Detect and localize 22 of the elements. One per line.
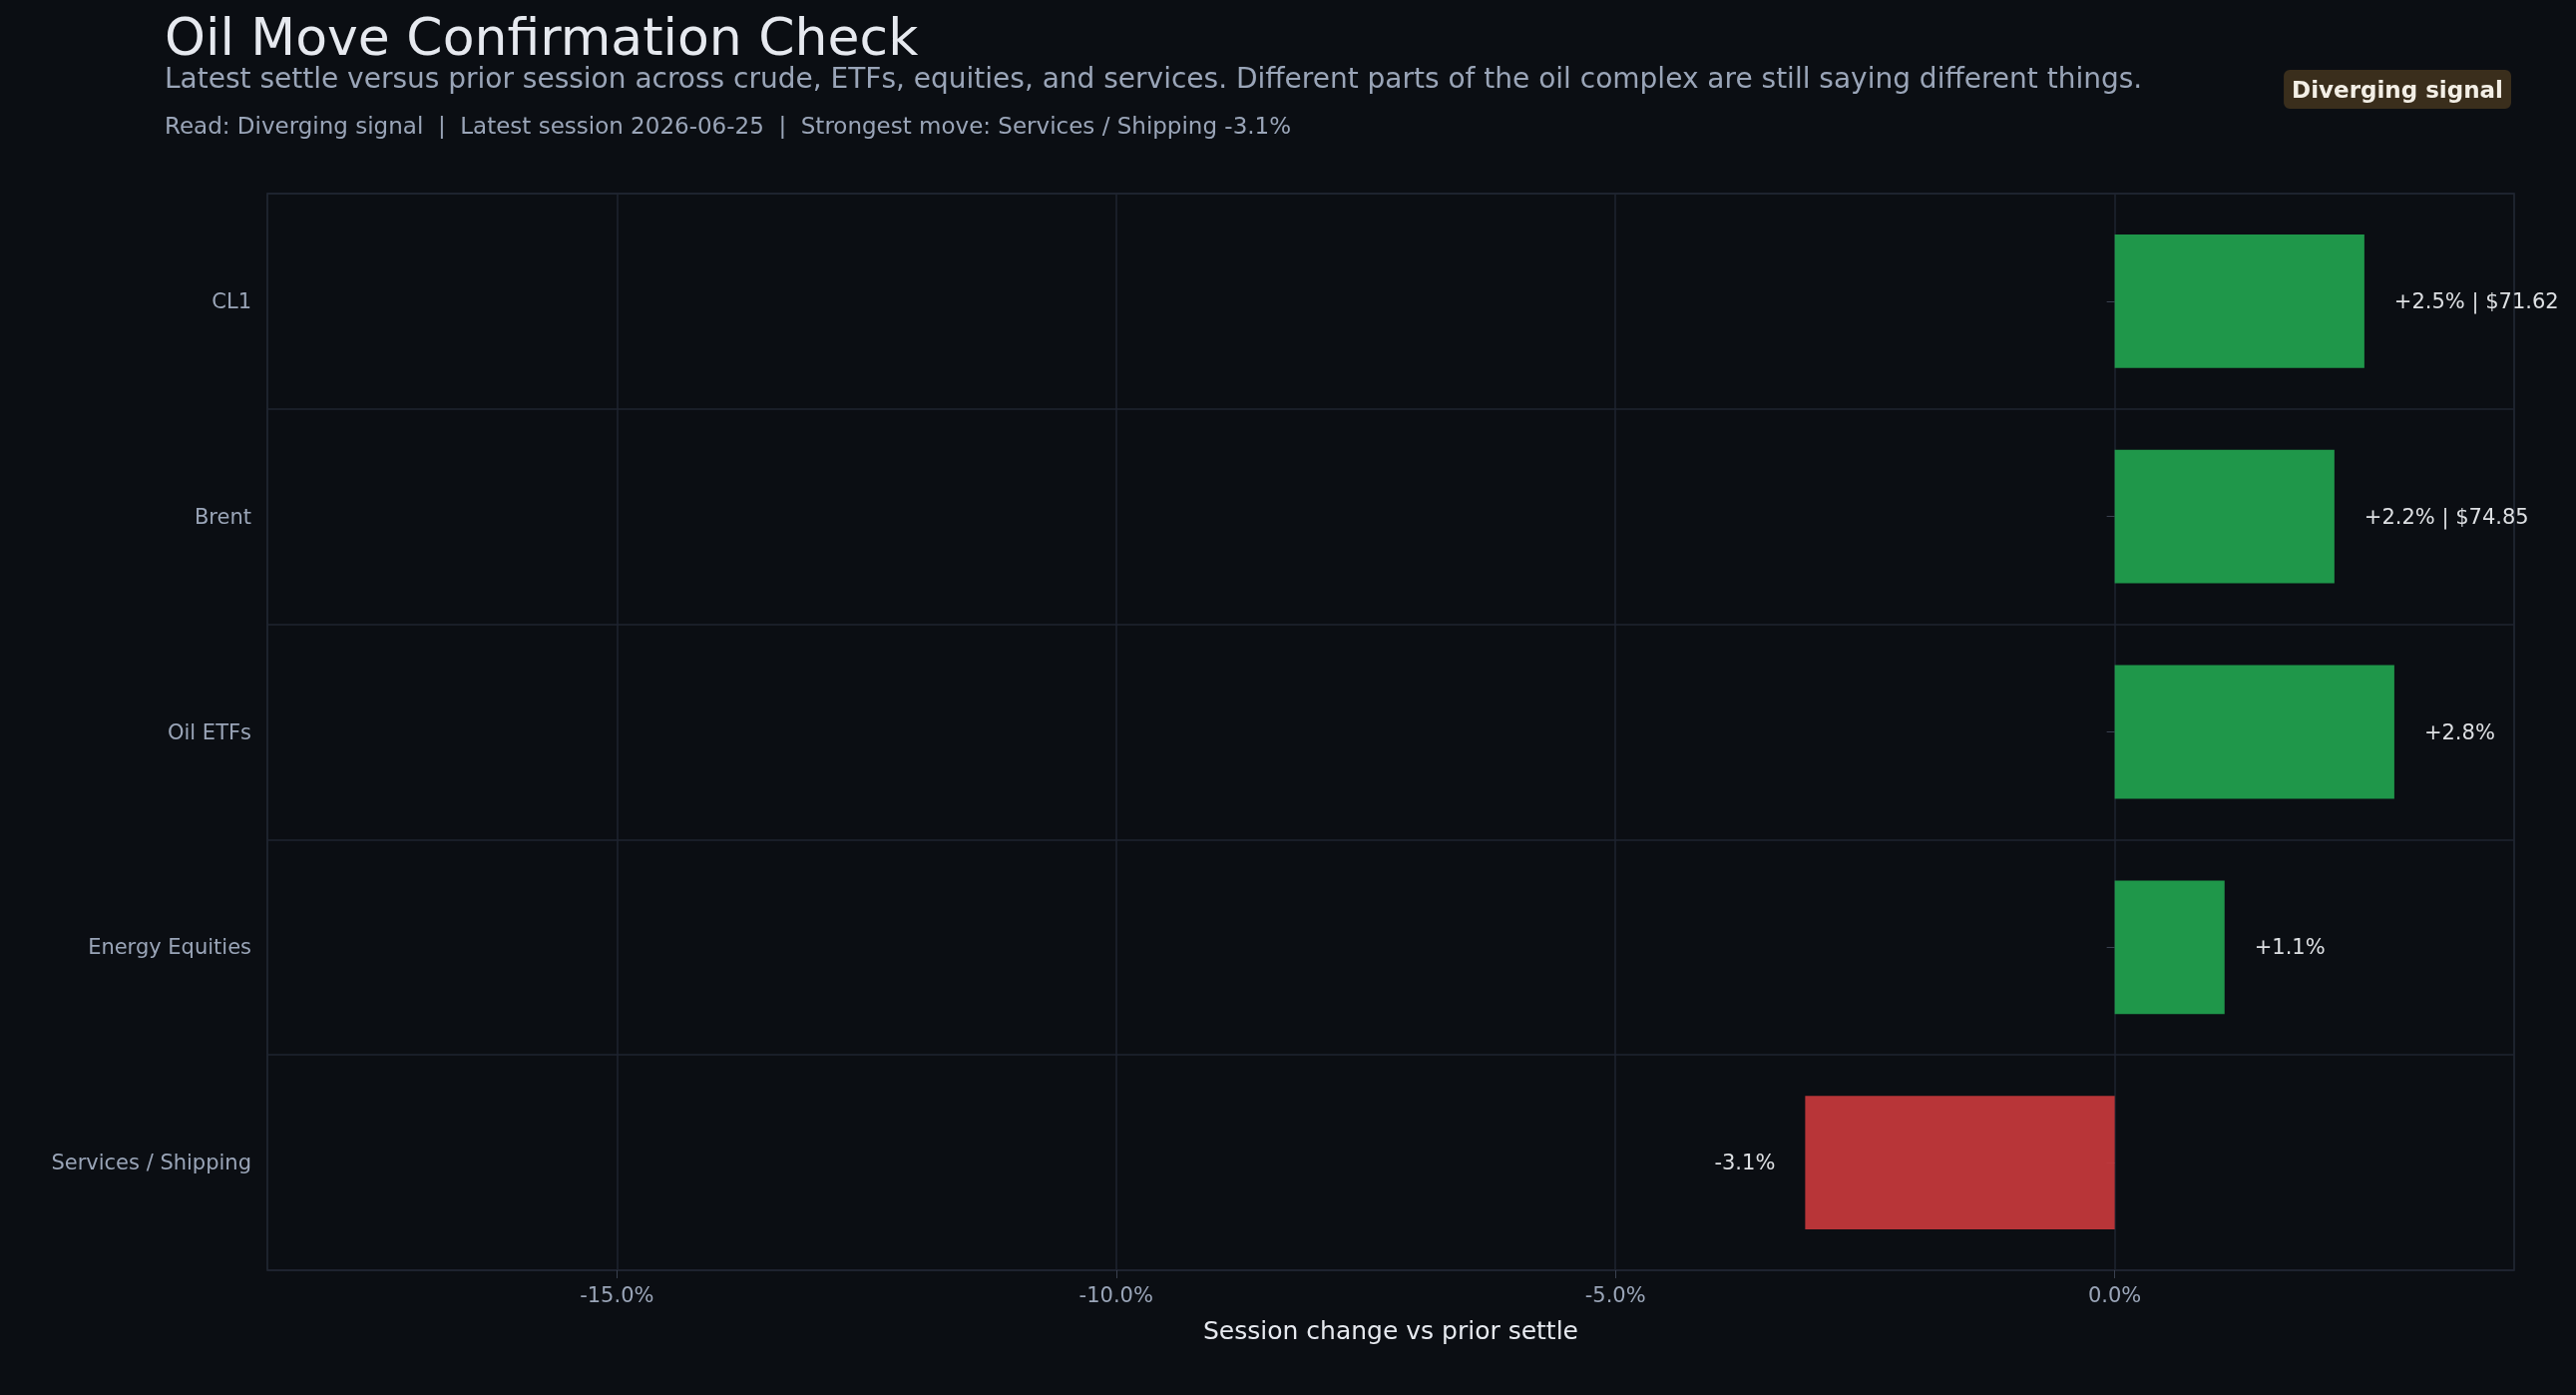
bar — [1805, 1096, 2115, 1229]
x-axis-title: Session change vs prior settle — [1202, 1316, 1579, 1345]
data-label: -3.1% — [1714, 1151, 1776, 1175]
text: Diverging signal — [2292, 76, 2503, 103]
x-tick-label: 0.0% — [2087, 1282, 2142, 1307]
bar — [2114, 880, 2225, 1015]
y-tick-label: Energy Equities — [88, 935, 251, 960]
text: Read: Diverging signal | Latest session 2026-06-25 | Strongest move: Services / Shipping -3.1% — [165, 112, 1292, 139]
data-label: +2.5% | $71.62 — [2393, 288, 2559, 314]
y-tick-label: Brent — [194, 504, 251, 529]
x-tick-label: -15.0% — [580, 1282, 654, 1307]
data-label: +2.2% | $74.85 — [2363, 504, 2529, 530]
bar — [2114, 449, 2335, 584]
y-tick-label: Services / Shipping — [51, 1151, 251, 1175]
y-tick-label: Oil ETFs — [168, 719, 251, 744]
x-tick-label: -10.0% — [1078, 1282, 1153, 1307]
x-tick-label: -5.0% — [1584, 1282, 1646, 1307]
y-tick-label: CL1 — [212, 288, 251, 313]
bar — [2114, 665, 2394, 799]
data-label: +2.8% — [2423, 719, 2495, 744]
data-label: +1.1% — [2254, 935, 2326, 960]
bar — [2114, 234, 2364, 368]
